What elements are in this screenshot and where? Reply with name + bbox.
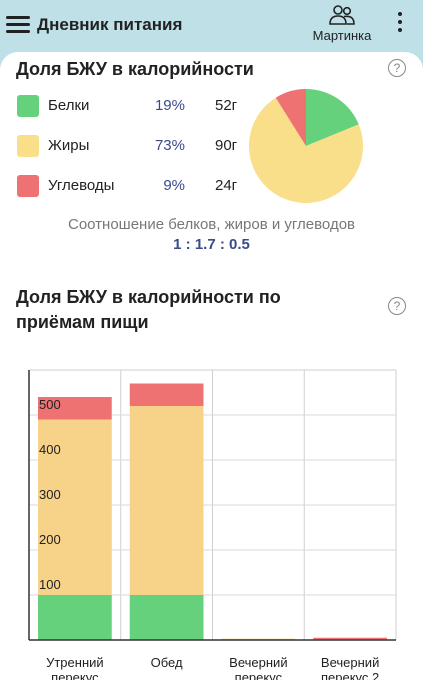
y-tick-label: 500	[39, 397, 61, 412]
legend-grams: 52г	[215, 97, 238, 114]
bar-segment	[313, 637, 387, 640]
people-icon	[329, 5, 355, 25]
section-title-meals-line1: Доля БЖУ в калорийности по	[16, 287, 281, 307]
macro-pie-chart	[249, 89, 363, 203]
more-options-icon[interactable]	[393, 12, 407, 38]
bar-segment	[38, 419, 112, 595]
top-bar: Дневник питания Мартинка	[0, 0, 423, 52]
legend-grams: 90г	[215, 137, 238, 154]
legend-percent: 19%	[154, 97, 185, 114]
legend-percent: 73%	[154, 137, 185, 154]
profile-button[interactable]: Мартинка	[306, 4, 378, 43]
carbs-swatch	[17, 175, 39, 197]
pie-slice	[275, 89, 306, 146]
section-title-macro-share: Доля БЖУ в калорийности	[16, 59, 254, 79]
legend-name: Жиры	[48, 137, 90, 154]
x-tick-label: Обед	[151, 655, 183, 670]
x-tick-label: перекус	[51, 670, 99, 680]
ratio-label: Соотношение белков, жиров и углеводов	[67, 216, 356, 233]
protein-swatch	[17, 95, 39, 117]
menu-icon[interactable]	[6, 13, 30, 35]
y-tick-label: 100	[39, 577, 61, 592]
fat-swatch	[17, 135, 39, 157]
profile-name: Мартинка	[312, 28, 372, 43]
legend-row-protein: Белки 19% 52г	[17, 95, 257, 119]
bar-segment	[129, 406, 204, 595]
legend-row-carbs: Углеводы 9% 24г	[17, 175, 257, 199]
y-tick-label: 400	[39, 442, 61, 457]
x-tick-label: перекус	[235, 670, 283, 680]
y-tick-label: 300	[39, 487, 61, 502]
pie-slice	[306, 89, 359, 146]
x-tick-label: Вечерний	[321, 655, 379, 670]
legend-percent: 9%	[163, 177, 185, 194]
x-tick-label: перекус 2	[321, 670, 379, 680]
bar-segment	[38, 397, 112, 420]
legend-row-fat: Жиры 73% 90г	[17, 135, 257, 159]
app-title: Дневник питания	[37, 15, 183, 34]
bar-segment	[38, 595, 112, 640]
help-icon[interactable]: ?	[388, 297, 406, 315]
bar-segment	[129, 383, 204, 406]
pie-slice	[249, 97, 363, 203]
bar-segment	[129, 595, 204, 640]
y-tick-label: 200	[39, 532, 61, 547]
help-icon[interactable]: ?	[388, 59, 406, 77]
x-tick-label: Утренний	[46, 655, 104, 670]
x-tick-label: Вечерний	[229, 655, 287, 670]
section-title-meals-line2: приёмам пищи	[16, 312, 149, 332]
legend-name: Углеводы	[48, 177, 115, 194]
legend-grams: 24г	[215, 177, 238, 194]
ratio-value: 1 : 1.7 : 0.5	[173, 236, 250, 253]
legend-name: Белки	[48, 97, 90, 114]
